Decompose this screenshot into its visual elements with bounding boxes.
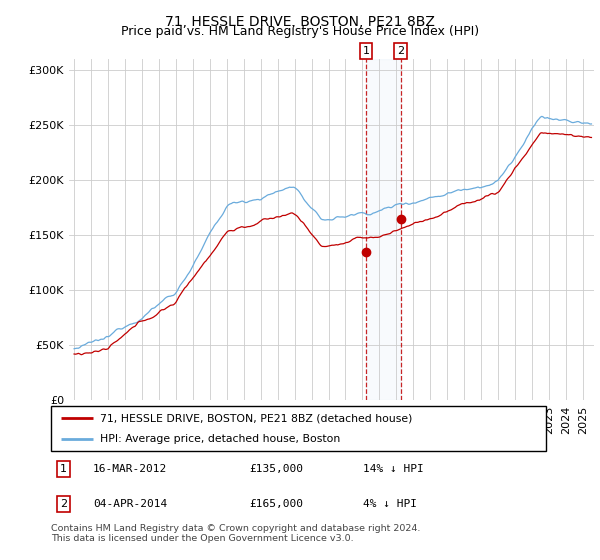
Text: 1: 1 <box>362 46 370 56</box>
Text: £135,000: £135,000 <box>249 464 303 474</box>
Text: Price paid vs. HM Land Registry's House Price Index (HPI): Price paid vs. HM Land Registry's House … <box>121 25 479 38</box>
Text: 2: 2 <box>60 499 67 509</box>
Text: 1: 1 <box>60 464 67 474</box>
Text: 71, HESSLE DRIVE, BOSTON, PE21 8BZ (detached house): 71, HESSLE DRIVE, BOSTON, PE21 8BZ (deta… <box>101 413 413 423</box>
Text: 71, HESSLE DRIVE, BOSTON, PE21 8BZ: 71, HESSLE DRIVE, BOSTON, PE21 8BZ <box>165 15 435 29</box>
Text: 2: 2 <box>397 46 404 56</box>
Bar <box>366 59 401 400</box>
Text: HPI: Average price, detached house, Boston: HPI: Average price, detached house, Bost… <box>101 433 341 444</box>
Text: 04-APR-2014: 04-APR-2014 <box>93 499 167 509</box>
Text: 14% ↓ HPI: 14% ↓ HPI <box>363 464 424 474</box>
Text: £165,000: £165,000 <box>249 499 303 509</box>
Text: 16-MAR-2012: 16-MAR-2012 <box>93 464 167 474</box>
Text: Contains HM Land Registry data © Crown copyright and database right 2024.
This d: Contains HM Land Registry data © Crown c… <box>51 524 421 543</box>
FancyBboxPatch shape <box>51 406 546 451</box>
Text: 4% ↓ HPI: 4% ↓ HPI <box>363 499 417 509</box>
